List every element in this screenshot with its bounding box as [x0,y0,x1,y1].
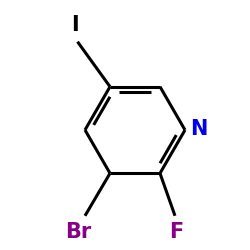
Text: I: I [71,16,79,36]
Text: N: N [190,119,208,139]
Text: F: F [169,222,184,242]
Text: Br: Br [66,222,92,242]
